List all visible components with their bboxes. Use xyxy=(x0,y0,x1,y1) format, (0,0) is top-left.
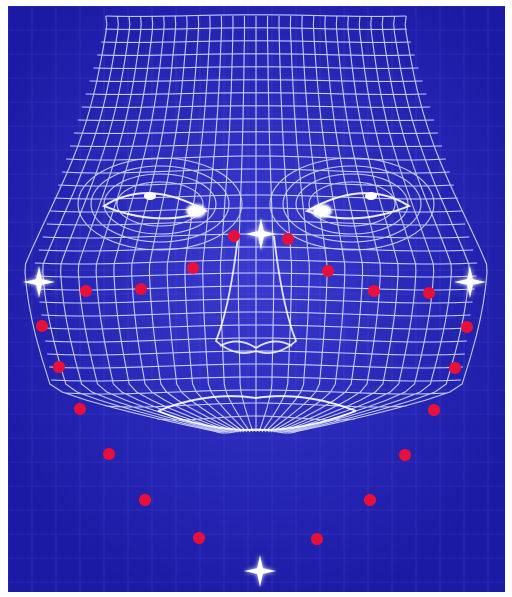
landmark-dot xyxy=(187,262,199,274)
landmark-dot xyxy=(428,404,440,416)
sparkle xyxy=(244,555,276,587)
landmark-dot xyxy=(139,494,151,506)
mouth-outline xyxy=(157,395,357,432)
left-eye xyxy=(101,192,209,220)
nose-outline xyxy=(214,235,298,354)
landmark-dot xyxy=(461,321,473,333)
landmark-dot xyxy=(368,285,380,297)
landmark-dot xyxy=(53,361,65,373)
landmark-dot xyxy=(74,403,86,415)
face-mesh xyxy=(24,14,488,434)
landmark-dot xyxy=(228,230,240,242)
landmark-dot xyxy=(449,362,461,374)
landmark-points xyxy=(36,230,473,545)
landmark-dot xyxy=(322,265,334,277)
highlight-sparkles xyxy=(23,218,486,587)
face-mesh-illustration xyxy=(8,6,505,592)
landmark-dot xyxy=(80,285,92,297)
sparkle xyxy=(454,266,486,298)
sparkle xyxy=(245,218,277,250)
landmark-dot xyxy=(399,449,411,461)
landmark-dot xyxy=(135,283,147,295)
landmark-dot xyxy=(36,320,48,332)
landmark-dot xyxy=(193,532,205,544)
landmark-dot xyxy=(311,533,323,545)
landmark-dot xyxy=(282,233,294,245)
right-eye xyxy=(304,192,412,220)
landmark-dot xyxy=(103,448,115,460)
sparkle xyxy=(23,266,55,298)
landmark-dot xyxy=(364,494,376,506)
landmark-dot xyxy=(423,287,435,299)
face-mesh-image xyxy=(8,6,505,592)
